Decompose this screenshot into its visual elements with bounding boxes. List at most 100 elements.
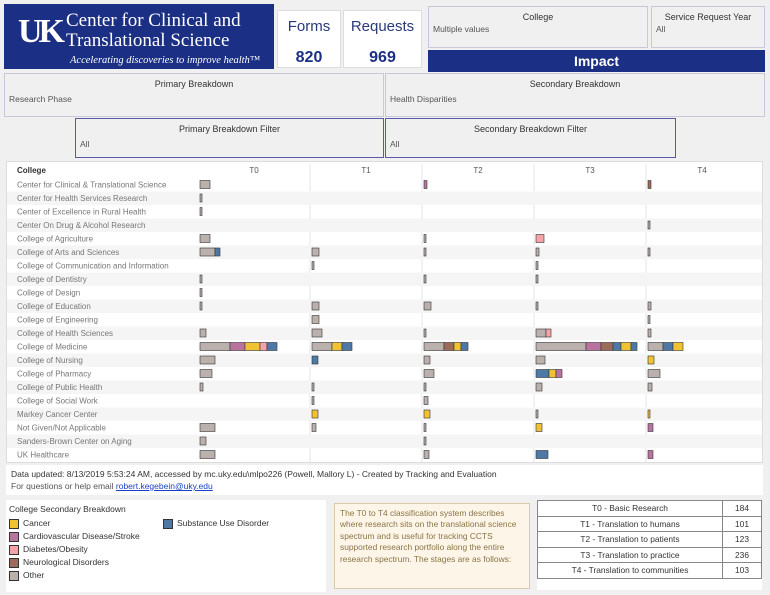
legend-label: Cardiovascular Disease/Stroke: [23, 531, 140, 541]
legend-item[interactable]: Other: [9, 570, 44, 581]
legend-item[interactable]: Diabetes/Obesity: [9, 544, 88, 555]
forms-kpi: Forms 820: [277, 10, 341, 68]
college-filter-value[interactable]: Multiple values: [433, 24, 490, 34]
bar-segment: [647, 220, 651, 230]
phase-count: 236: [722, 546, 762, 563]
secondary-breakdown-filter-value[interactable]: All: [390, 139, 400, 149]
bar-segment: [647, 423, 654, 432]
secondary-breakdown-title: Secondary Breakdown: [529, 79, 621, 89]
bar-segment: [311, 247, 320, 257]
college-label: Center of Excellence in Rural Health: [17, 208, 146, 217]
college-label: College of Public Health: [17, 383, 102, 392]
primary-breakdown-filter[interactable]: Primary Breakdown Filter All: [75, 118, 384, 158]
bar-segment: [423, 180, 428, 189]
bar-segment: [630, 342, 638, 351]
service-year-filter[interactable]: Service Request Year All: [651, 6, 765, 48]
bar-segment: [244, 342, 261, 351]
secondary-breakdown-param[interactable]: Secondary Breakdown Health Disparities: [385, 73, 765, 117]
bar-segment: [311, 396, 315, 405]
bar-segment: [199, 247, 216, 257]
college-label: College of Social Work: [17, 397, 99, 406]
phase-row: T1 - Translation to humans 101: [537, 515, 762, 532]
bar-segment: [423, 234, 427, 243]
legend-label: Neurological Disorders: [23, 557, 109, 567]
bar-segment: [423, 450, 430, 459]
legend-item[interactable]: Cancer: [9, 518, 50, 529]
logo-tagline: Accelerating discoveries to improve heal…: [70, 55, 261, 66]
bar-segment: [585, 342, 602, 351]
bar-segment: [311, 423, 317, 432]
bar-segment: [423, 423, 427, 432]
legend-label: Diabetes/Obesity: [23, 544, 88, 554]
bar-segment: [647, 355, 655, 365]
requests-value: 969: [369, 49, 396, 66]
bar-segment: [199, 274, 203, 284]
legend-item[interactable]: Substance Use Disorder: [163, 518, 269, 529]
bar-segment: [229, 342, 246, 351]
ccts-logo[interactable]: UK Center for Clinical and Translational…: [4, 4, 274, 69]
bar-segment: [647, 315, 651, 324]
college-label: College of Arts and Sciences: [17, 248, 119, 257]
row-band: [7, 380, 762, 394]
primary-breakdown-param[interactable]: Primary Breakdown Research Phase: [4, 73, 384, 117]
primary-breakdown-filter-value[interactable]: All: [80, 139, 90, 149]
bar-segment: [311, 409, 319, 419]
logo-title-line1: Center for Clinical and: [66, 10, 241, 31]
bar-segment: [555, 369, 563, 378]
college-label: College of Communication and Information: [17, 262, 169, 271]
bar-segment: [199, 288, 203, 297]
requests-label: Requests: [350, 18, 415, 35]
bar-segment: [535, 382, 543, 392]
help-email-link[interactable]: robert.kegebein@uky.edu: [115, 481, 213, 491]
bar-segment: [199, 234, 211, 243]
phase-label: T4 - Translation to communities: [537, 562, 723, 579]
college-label: Sanders-Brown Center on Aging: [17, 437, 132, 446]
college-label: Markey Cancer Center: [17, 410, 98, 419]
bar-segment: [423, 342, 445, 351]
bar-segment: [535, 450, 549, 459]
bar-segment: [199, 382, 204, 392]
college-label: College of Medicine: [17, 343, 88, 352]
bar-segment: [423, 436, 427, 446]
bar-segment: [423, 328, 427, 338]
bar-segment: [423, 247, 427, 257]
phase-label: T3 - Translation to practice: [537, 546, 723, 563]
bar-segment: [423, 301, 432, 311]
bar-segment: [423, 396, 429, 405]
row-band: [7, 434, 762, 448]
bar-segment: [311, 301, 320, 311]
college-label: College of Engineering: [17, 316, 98, 325]
row-band: [7, 218, 762, 232]
secondary-breakdown-filter[interactable]: Secondary Breakdown Filter All: [385, 118, 676, 158]
bar-segment: [443, 342, 455, 351]
bar-segment: [535, 409, 539, 419]
bar-segment: [535, 328, 547, 338]
legend-item[interactable]: Neurological Disorders: [9, 557, 109, 568]
service-year-filter-value[interactable]: All: [656, 24, 666, 34]
phase-label: T2 - Translation to patients: [537, 531, 723, 548]
college-label: College of Agriculture: [17, 235, 94, 244]
primary-breakdown-value[interactable]: Research Phase: [9, 94, 72, 104]
bar-segment: [199, 328, 207, 338]
column-header-t2: T2: [473, 166, 483, 175]
row-band: [7, 191, 762, 205]
phase-count: 101: [722, 515, 762, 532]
college-filter[interactable]: College Multiple values: [428, 6, 648, 48]
column-header-t0: T0: [249, 166, 259, 175]
bar-segment: [535, 342, 587, 351]
legend-swatch: [9, 531, 19, 542]
phase-count: 184: [722, 500, 762, 517]
bar-segment: [647, 382, 653, 392]
college-label: UK Healthcare: [17, 451, 70, 460]
research-phase-chart: College T0 T1 T2 T3 T4 Center for Clinical & T…: [6, 161, 763, 463]
bar-segment: [199, 207, 203, 216]
legend-label: Substance Use Disorder: [177, 518, 270, 528]
bar-segment: [647, 369, 661, 378]
secondary-breakdown-value[interactable]: Health Disparities: [390, 94, 457, 104]
college-label: Center On Drug & Alcohol Research: [17, 221, 146, 230]
legend-item[interactable]: Cardiovascular Disease/Stroke: [9, 531, 140, 542]
bar-segment: [453, 342, 462, 351]
college-label: College of Design: [17, 289, 80, 298]
uk-logo-mark: UK: [18, 13, 65, 50]
bar-segment: [647, 328, 652, 338]
